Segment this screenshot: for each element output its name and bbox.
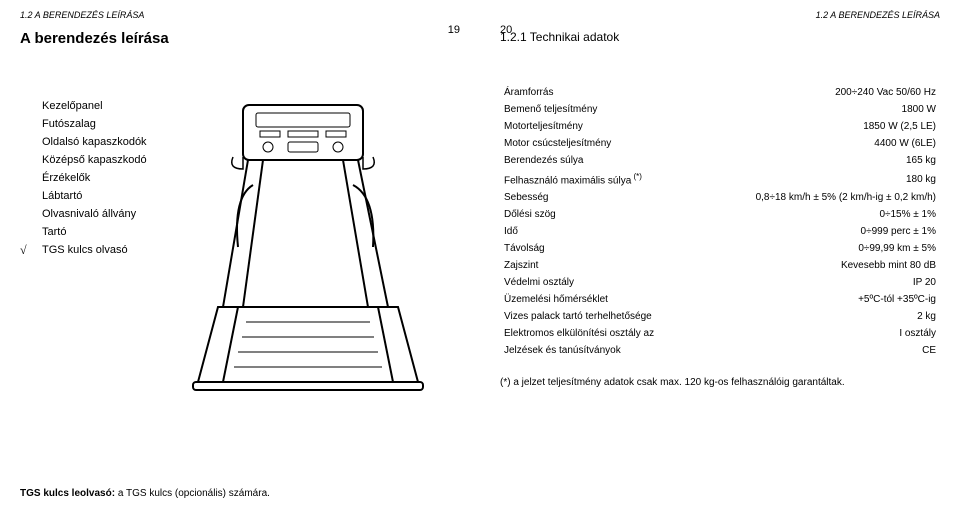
treadmill-illustration	[167, 97, 460, 397]
spec-key: Elektromos elkülönítési osztály az	[500, 325, 701, 342]
spec-val: 2 kg	[701, 308, 940, 325]
table-row: Idő0÷999 perc ± 1%	[500, 223, 940, 240]
component-list: √ KezelőpanelFutószalagOldalsó kapaszkod…	[20, 97, 147, 259]
table-row: Távolság0÷99,99 km ± 5%	[500, 240, 940, 257]
component-label: Kezelőpanel	[42, 97, 147, 115]
spec-key: Sebesség	[500, 189, 701, 206]
table-row: Jelzések és tanúsítványokCE	[500, 342, 940, 359]
spec-val: I osztály	[701, 325, 940, 342]
page-left: 1.2 A BERENDEZÉS LEÍRÁSA 19 A berendezés…	[0, 0, 480, 513]
component-label: Tartó	[42, 223, 147, 241]
spec-key: Áramforrás	[500, 84, 701, 101]
spec-val: 4400 W (6LE)	[701, 135, 940, 152]
treadmill-svg	[188, 97, 438, 397]
spec-key: Távolság	[500, 240, 701, 257]
component-label: Futószalag	[42, 115, 147, 133]
table-row: ZajszintKevesebb mint 80 dB	[500, 257, 940, 274]
component-root	[20, 97, 34, 115]
spec-val: 180 kg	[701, 169, 940, 189]
table-row: Sebesség0,8÷18 km/h ± 5% (2 km/h-ig ± 0,…	[500, 189, 940, 206]
spec-val: CE	[701, 342, 940, 359]
table-row: Áramforrás200÷240 Vac 50/60 Hz	[500, 84, 940, 101]
spec-key: Berendezés súlya	[500, 152, 701, 169]
spec-key: Idő	[500, 223, 701, 240]
component-root	[20, 151, 34, 169]
spec-val: 0÷99,99 km ± 5%	[701, 240, 940, 257]
spec-val: 0÷15% ± 1%	[701, 206, 940, 223]
spec-key: Üzemelési hőmérséklet	[500, 291, 701, 308]
page-right: 1.2 A BERENDEZÉS LEÍRÁSA 20 1.2.1 Techni…	[480, 0, 960, 513]
spec-key: Bemenő teljesítmény	[500, 101, 701, 118]
component-root	[20, 223, 34, 241]
table-row: Berendezés súlya165 kg	[500, 152, 940, 169]
spec-val: 1850 W (2,5 LE)	[701, 118, 940, 135]
left-body: √ KezelőpanelFutószalagOldalsó kapaszkod…	[20, 97, 460, 397]
spec-val: IP 20	[701, 274, 940, 291]
spec-val: 165 kg	[701, 152, 940, 169]
component-root	[20, 169, 34, 187]
spec-key: Felhasználó maximális súlya (*)	[500, 169, 701, 189]
bottom-note: TGS kulcs leolvasó: a TGS kulcs (opcioná…	[20, 488, 270, 499]
component-label: Középső kapaszkodó	[42, 151, 147, 169]
spec-key: Vizes palack tartó terhelhetősége	[500, 308, 701, 325]
component-label: Érzékelők	[42, 169, 147, 187]
header-left: 1.2 A BERENDEZÉS LEÍRÁSA	[20, 10, 460, 20]
component-root	[20, 133, 34, 151]
section-title: A berendezés leírása	[20, 30, 460, 47]
page-number-right: 20	[500, 24, 512, 36]
spec-val: 200÷240 Vac 50/60 Hz	[701, 84, 940, 101]
table-row: Felhasználó maximális súlya (*)180 kg	[500, 169, 940, 189]
table-row: Elektromos elkülönítési osztály azI oszt…	[500, 325, 940, 342]
spec-val: Kevesebb mint 80 dB	[701, 257, 940, 274]
component-root	[20, 205, 34, 223]
spec-key: Védelmi osztály	[500, 274, 701, 291]
table-row: Motor csúcsteljesítmény4400 W (6LE)	[500, 135, 940, 152]
component-root: √	[20, 241, 34, 259]
component-root	[20, 115, 34, 133]
component-label: Oldalsó kapaszkodók	[42, 133, 147, 151]
component-label: Lábtartó	[42, 187, 147, 205]
table-row: Motorteljesítmény1850 W (2,5 LE)	[500, 118, 940, 135]
table-row: Bemenő teljesítmény1800 W	[500, 101, 940, 118]
page-number-left: 19	[448, 24, 460, 36]
footnote: (*) a jelzet teljesítmény adatok csak ma…	[500, 377, 940, 388]
spec-val: 1800 W	[701, 101, 940, 118]
table-row: Védelmi osztályIP 20	[500, 274, 940, 291]
bottom-note-strong: TGS kulcs leolvasó:	[20, 488, 115, 499]
table-row: Dőlési szög0÷15% ± 1%	[500, 206, 940, 223]
spec-key: Jelzések és tanúsítványok	[500, 342, 701, 359]
spec-key: Dőlési szög	[500, 206, 701, 223]
spec-val: +5ºC-tól +35ºC-ig	[701, 291, 940, 308]
spec-key: Zajszint	[500, 257, 701, 274]
table-row: Vizes palack tartó terhelhetősége2 kg	[500, 308, 940, 325]
bottom-note-rest: a TGS kulcs (opcionális) számára.	[115, 488, 270, 499]
spec-key: Motorteljesítmény	[500, 118, 701, 135]
specs-table: Áramforrás200÷240 Vac 50/60 HzBemenő tel…	[500, 84, 940, 359]
subsection-title: 1.2.1 Technikai adatok	[500, 30, 940, 44]
component-root	[20, 187, 34, 205]
component-label: TGS kulcs olvasó	[42, 241, 147, 259]
spec-key: Motor csúcsteljesítmény	[500, 135, 701, 152]
header-right: 1.2 A BERENDEZÉS LEÍRÁSA	[500, 10, 940, 20]
spec-val: 0,8÷18 km/h ± 5% (2 km/h-ig ± 0,2 km/h)	[701, 189, 940, 206]
component-label: Olvasnivaló állvány	[42, 205, 147, 223]
spec-val: 0÷999 perc ± 1%	[701, 223, 940, 240]
table-row: Üzemelési hőmérséklet+5ºC-tól +35ºC-ig	[500, 291, 940, 308]
